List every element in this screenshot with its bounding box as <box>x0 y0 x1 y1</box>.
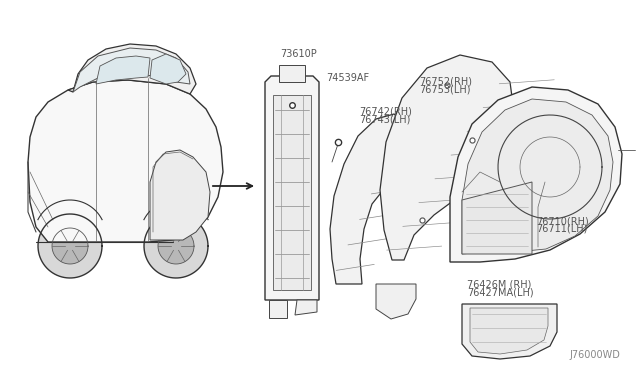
Polygon shape <box>68 44 196 94</box>
Text: 76710(RH): 76710(RH) <box>536 217 589 226</box>
Text: 76753(LH): 76753(LH) <box>419 84 470 94</box>
Polygon shape <box>52 228 88 264</box>
Polygon shape <box>330 114 408 284</box>
Polygon shape <box>498 115 602 219</box>
Polygon shape <box>158 228 194 264</box>
Polygon shape <box>269 300 287 318</box>
Polygon shape <box>150 150 210 240</box>
Polygon shape <box>96 56 150 84</box>
Polygon shape <box>462 182 532 254</box>
Text: 76711(LH): 76711(LH) <box>536 224 588 234</box>
Polygon shape <box>470 308 548 354</box>
Text: 76742(RH): 76742(RH) <box>360 107 413 116</box>
Polygon shape <box>38 214 102 278</box>
Polygon shape <box>150 54 186 84</box>
Text: 76743(LH): 76743(LH) <box>360 114 411 124</box>
Text: 76752(RH): 76752(RH) <box>419 77 472 87</box>
Text: 73610P: 73610P <box>280 49 317 59</box>
Polygon shape <box>462 304 557 359</box>
Text: J76000WD: J76000WD <box>569 350 620 360</box>
Polygon shape <box>295 300 317 315</box>
Polygon shape <box>28 80 223 242</box>
Polygon shape <box>273 95 311 290</box>
Polygon shape <box>376 284 416 319</box>
Polygon shape <box>450 87 622 262</box>
Polygon shape <box>144 214 208 278</box>
Text: 74539AF: 74539AF <box>326 73 369 83</box>
Text: 76427MA(LH): 76427MA(LH) <box>467 287 534 297</box>
Polygon shape <box>380 55 514 260</box>
Polygon shape <box>462 99 613 254</box>
Polygon shape <box>73 48 190 92</box>
Polygon shape <box>265 76 319 300</box>
Polygon shape <box>279 65 305 82</box>
Text: 76426M (RH): 76426M (RH) <box>467 280 532 289</box>
